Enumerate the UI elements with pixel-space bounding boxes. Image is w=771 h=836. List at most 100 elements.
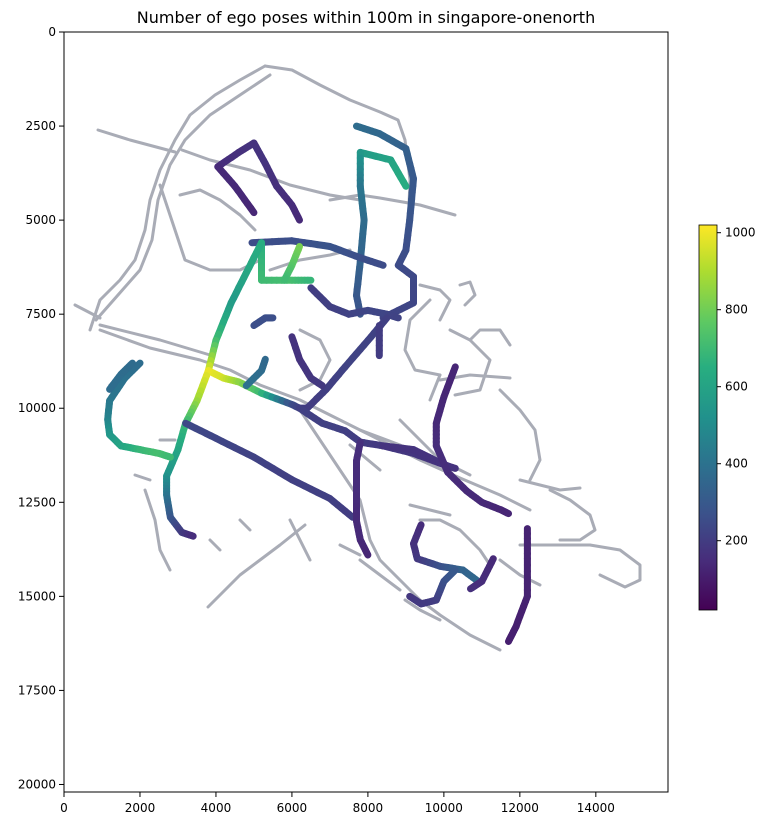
pose-segment (449, 464, 459, 472)
road-segment (408, 503, 452, 517)
pose-segment (294, 214, 303, 224)
road-segment (468, 328, 512, 347)
trajectory (204, 239, 265, 375)
x-tick-label: 10000 (425, 801, 463, 815)
x-tick-label: 8000 (353, 801, 384, 815)
plot-frame (63, 31, 669, 793)
pose-segment (127, 359, 136, 369)
pose-segment (505, 635, 514, 645)
y-tick-label: 2500 (25, 119, 56, 133)
road-segment (403, 298, 442, 377)
trajectory (467, 555, 497, 593)
road-segment (73, 303, 102, 320)
trajectory (106, 359, 136, 393)
road-segment (588, 543, 642, 589)
pose-segment (467, 584, 476, 593)
pose-segment (399, 178, 410, 190)
pose-segment (363, 549, 372, 559)
colorbar-tick-label: 1000 (725, 226, 756, 240)
road-segment (263, 64, 412, 232)
trajectory (505, 525, 531, 645)
road-segment (158, 183, 262, 272)
y-tick-label: 17500 (18, 683, 56, 697)
y-tick-label: 0 (48, 25, 56, 39)
road-segment (498, 388, 542, 482)
colorbar-gradient (698, 224, 718, 611)
pose-segment (345, 510, 357, 521)
x-tick-label: 2000 (125, 801, 156, 815)
pose-segment (503, 509, 512, 518)
trajectory (307, 284, 402, 322)
road-segment (88, 64, 267, 332)
road-segment (98, 328, 532, 512)
road-segment (208, 538, 222, 552)
trajectory (379, 261, 417, 322)
x-tick-label: 4000 (201, 801, 232, 815)
road-segment (418, 283, 452, 322)
pose-segment (280, 274, 290, 284)
trajectory (410, 521, 482, 585)
road-segment (348, 443, 382, 472)
road-segment (498, 558, 542, 587)
road-segment (288, 518, 312, 562)
colorbar-tick-label: 800 (725, 303, 748, 317)
trajectory (406, 566, 459, 608)
trajectory (163, 367, 212, 540)
trajectory (106, 359, 144, 405)
x-axis: 0 2000 4000 6000 8000 10000 12000 14000 (60, 792, 615, 815)
pose-segment (316, 380, 326, 390)
trajectory (432, 363, 512, 518)
trajectory (353, 438, 372, 559)
y-tick-label: 20000 (18, 777, 56, 791)
road-segment (328, 193, 457, 217)
trajectory (379, 442, 448, 469)
pose-segment (449, 566, 459, 576)
y-tick-label: 10000 (18, 401, 56, 415)
y-axis: 0 2500 5000 7500 10000 12500 15000 17500 20000 (18, 25, 64, 791)
colorbar-tick-label: 400 (725, 457, 748, 471)
road-segment (94, 73, 272, 322)
trajectory (104, 397, 174, 461)
pose-segment (133, 359, 144, 370)
trajectory (356, 148, 410, 190)
x-tick-label: 14000 (577, 801, 615, 815)
trajectory (296, 314, 391, 412)
road-segment (98, 323, 212, 357)
road-segment (133, 473, 152, 482)
road-segment (206, 523, 307, 609)
trajectory (214, 139, 303, 224)
road-segment (358, 558, 402, 592)
chart-title: Number of ego poses within 100m in singa… (137, 8, 595, 27)
road-segment (518, 478, 582, 492)
road-segment (238, 518, 252, 532)
pose-segment (247, 204, 258, 217)
road-segment (298, 408, 502, 652)
pose-segment (187, 532, 197, 540)
y-tick-label: 15000 (18, 589, 56, 603)
pose-segment (375, 260, 387, 269)
road-segment (458, 280, 477, 307)
road-segment (96, 128, 177, 154)
y-tick-label: 5000 (25, 213, 56, 227)
colorbar: 200 400 600 800 1000 (698, 224, 756, 611)
road-segment (178, 188, 257, 232)
colorbar-ticks: 200 400 600 800 1000 (717, 226, 756, 548)
pose-segment (165, 453, 174, 461)
trajectory (182, 419, 357, 521)
colorbar-tick-label: 200 (725, 534, 748, 548)
ego-pose-trajectories (104, 122, 531, 645)
trajectory (288, 333, 326, 390)
road-segment (418, 518, 492, 567)
trajectory (242, 355, 269, 390)
trajectory (214, 163, 258, 217)
trajectory (250, 314, 277, 329)
road-segment (448, 328, 492, 397)
y-tick-label: 7500 (25, 307, 56, 321)
y-tick-label: 12500 (18, 495, 56, 509)
road-segment (403, 598, 442, 622)
x-tick-label: 12000 (501, 801, 539, 815)
road-segment (548, 488, 597, 542)
trajectory (353, 122, 417, 269)
pose-segment (261, 355, 269, 365)
